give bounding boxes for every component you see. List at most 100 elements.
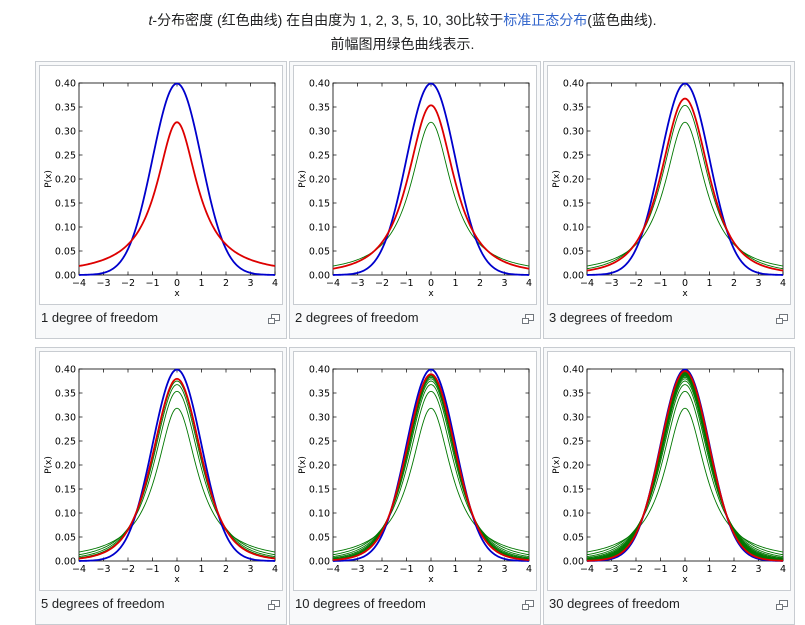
x-tick-label: −2: [375, 278, 389, 289]
x-tick-label: −4: [326, 278, 340, 289]
plot-thumbnail[interactable]: 0.00 0.05 0.10 0.15 0.20 0.25 0.30 0.35 0.40 −4 −3…: [547, 351, 791, 591]
x-tick-label: 4: [780, 564, 786, 575]
previous-t-curve: [332, 384, 530, 558]
normal-curve: [78, 368, 276, 562]
x-tick-label: −2: [629, 278, 643, 289]
y-tick-label: 0.35: [309, 103, 330, 114]
panel-caption: 5 degrees of freedom: [41, 596, 165, 611]
x-tick-label: −4: [72, 564, 86, 575]
curves: [586, 368, 784, 562]
t-density-chart: 0.00 0.05 0.10 0.15 0.20 0.25 0.30 0.35 0.40 −4 −3…: [298, 365, 532, 586]
y-tick-label: 0.15: [563, 199, 584, 210]
y-tick-label: 0.00: [55, 557, 76, 568]
enlarge-icon[interactable]: [522, 598, 534, 610]
previous-t-curve: [586, 384, 784, 558]
x-tick-label: −3: [350, 278, 364, 289]
y-tick-label: 0.00: [563, 271, 584, 282]
previous-t-curve: [332, 380, 530, 559]
y-axis-label: P(x): [552, 456, 562, 474]
x-tick-label: −3: [604, 278, 618, 289]
x-axis-label: x: [682, 289, 688, 299]
x-tick-label: 0: [174, 278, 180, 289]
y-tick-label: 0.00: [309, 271, 330, 282]
enlarge-icon[interactable]: [776, 598, 788, 610]
y-tick-label: 0.05: [563, 533, 584, 544]
y-tick-label: 0.20: [55, 175, 76, 186]
plot-thumbnail[interactable]: 0.00 0.05 0.10 0.15 0.20 0.25 0.30 0.35 0.40 −4 −3…: [39, 65, 283, 305]
y-tick-label: 0.35: [309, 389, 330, 400]
enlarge-icon[interactable]: [268, 598, 280, 610]
y-tick-label: 0.15: [309, 199, 330, 210]
y-tick-label: 0.05: [309, 247, 330, 258]
y-tick-label: 0.40: [309, 365, 330, 376]
t-density-chart: 0.00 0.05 0.10 0.15 0.20 0.25 0.30 0.35 0.40 −4 −3…: [44, 365, 278, 586]
y-tick-label: 0.30: [563, 413, 584, 424]
plot-thumbnail[interactable]: 0.00 0.05 0.10 0.15 0.20 0.25 0.30 0.35 0.40 −4 −3…: [39, 351, 283, 591]
y-tick-label: 0.20: [563, 461, 584, 472]
x-tick-label: 2: [731, 564, 737, 575]
y-tick-label: 0.30: [309, 127, 330, 138]
x-tick-label: 4: [272, 278, 278, 289]
t-curve: [332, 373, 530, 561]
x-tick-label: −3: [96, 278, 110, 289]
enlarge-icon[interactable]: [522, 312, 534, 324]
previous-t-curve: [586, 104, 784, 270]
y-tick-label: 0.00: [563, 557, 584, 568]
normal-distribution-link[interactable]: 标准正态分布: [503, 12, 588, 28]
x-tick-label: −1: [399, 564, 413, 575]
y-tick-label: 0.40: [563, 365, 584, 376]
x-tick-label: 4: [780, 278, 786, 289]
t-curve: [78, 121, 276, 267]
y-tick-label: 0.20: [563, 175, 584, 186]
enlarge-icon[interactable]: [776, 312, 788, 324]
x-tick-label: 1: [452, 278, 458, 289]
curves: [332, 82, 530, 276]
y-tick-label: 0.40: [563, 79, 584, 90]
y-tick-label: 0.20: [309, 175, 330, 186]
y-tick-label: 0.05: [563, 247, 584, 258]
x-tick-label: −1: [399, 278, 413, 289]
previous-t-curve: [586, 407, 784, 553]
x-tick-label: 2: [477, 564, 483, 575]
y-tick-label: 0.10: [563, 509, 584, 520]
plot-thumbnail[interactable]: 0.00 0.05 0.10 0.15 0.20 0.25 0.30 0.35 0.40 −4 −3…: [547, 65, 791, 305]
y-tick-label: 0.25: [55, 151, 76, 162]
x-tick-label: −1: [653, 564, 667, 575]
previous-t-curve: [586, 121, 784, 267]
x-tick-label: 3: [247, 564, 253, 575]
y-axis-label: P(x): [44, 170, 54, 188]
y-tick-label: 0.30: [55, 127, 76, 138]
caption-text: -分布密度 (红色曲线) 在自由度为 1, 2, 3, 5, 10, 30比较于: [152, 12, 504, 28]
curves: [78, 368, 276, 562]
enlarge-icon[interactable]: [268, 312, 280, 324]
previous-t-curve: [332, 407, 530, 553]
x-tick-label: −4: [326, 564, 340, 575]
panel-caption: 30 degrees of freedom: [549, 596, 680, 611]
y-tick-label: 0.40: [55, 365, 76, 376]
y-tick-label: 0.30: [563, 127, 584, 138]
plot-thumbnail[interactable]: 0.00 0.05 0.10 0.15 0.20 0.25 0.30 0.35 0.40 −4 −3…: [293, 65, 537, 305]
plot-thumbnail[interactable]: 0.00 0.05 0.10 0.15 0.20 0.25 0.30 0.35 0.40 −4 −3…: [293, 351, 537, 591]
t-density-chart: 0.00 0.05 0.10 0.15 0.20 0.25 0.30 0.35 0.40 −4 −3…: [298, 79, 532, 300]
y-tick-label: 0.25: [563, 437, 584, 448]
previous-t-curve: [586, 375, 784, 560]
x-tick-label: 2: [223, 278, 229, 289]
figure-panel: 0.00 0.05 0.10 0.15 0.20 0.25 0.30 0.35 0.40 −4 −3…: [289, 347, 541, 625]
figure-panel: 0.00 0.05 0.10 0.15 0.20 0.25 0.30 0.35 0.40 −4 −3…: [543, 347, 795, 625]
normal-curve: [332, 82, 530, 276]
plot-area: [332, 82, 530, 276]
x-tick-label: 4: [526, 564, 532, 575]
x-tick-label: 0: [682, 564, 688, 575]
previous-t-curve: [332, 390, 530, 556]
y-tick-label: 0.15: [55, 485, 76, 496]
y-tick-label: 0.20: [309, 461, 330, 472]
x-tick-label: 0: [428, 278, 434, 289]
y-tick-label: 0.40: [55, 79, 76, 90]
plot-area: [78, 82, 276, 276]
y-tick-label: 0.25: [563, 151, 584, 162]
normal-curve: [332, 368, 530, 562]
x-axis-label: x: [174, 575, 180, 585]
panel-caption: 10 degrees of freedom: [295, 596, 426, 611]
previous-t-curve: [332, 121, 530, 267]
previous-t-curve: [332, 376, 530, 560]
